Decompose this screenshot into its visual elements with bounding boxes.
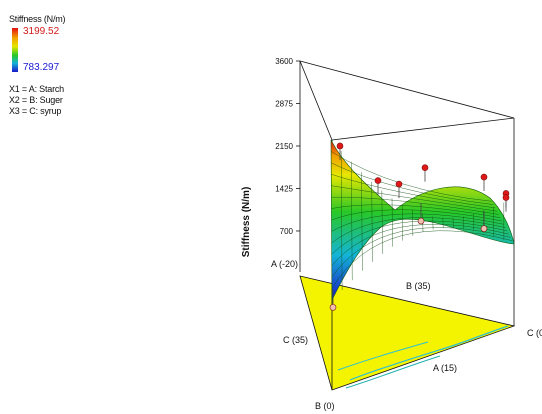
- vertex-label: A (-20): [271, 259, 298, 269]
- factor-label: X2 = B: Suger: [9, 95, 63, 105]
- surface-mesh-line: [412, 210, 414, 236]
- legend: Stiffness (N/m) 3199.52 783.297 X1 = A: …: [9, 14, 119, 117]
- design-point: [480, 173, 488, 181]
- vertex-label: B (0): [315, 401, 335, 411]
- surface-mesh-line: [361, 172, 363, 271]
- design-point: [395, 180, 403, 188]
- surface-mesh-line: [331, 174, 496, 209]
- design-points: [329, 142, 510, 311]
- color-scale-min: 783.297: [23, 62, 60, 73]
- design-point: [336, 142, 344, 150]
- surface-mesh-line: [330, 151, 492, 202]
- design-point: [502, 194, 510, 201]
- z-axis-title: Stiffness (N/m): [241, 187, 252, 258]
- surface-mesh-line: [331, 217, 506, 244]
- design-point: [417, 217, 425, 225]
- z-tick-label: 1425: [275, 184, 293, 193]
- surface-mesh-line: [331, 220, 508, 255]
- z-tick-label: 3600: [275, 57, 293, 66]
- color-ramp: [12, 28, 18, 72]
- legend-title: Stiffness (N/m): [9, 14, 66, 24]
- surface-mesh-line: [331, 227, 511, 278]
- z-axis: 3600 2875 2150 1425 700: [275, 57, 300, 236]
- vertex-label: B (35): [406, 281, 431, 291]
- factor-label: X1 = A: Starch: [9, 84, 64, 94]
- surface-mesh-line: [331, 224, 509, 266]
- design-point: [480, 225, 488, 232]
- surface-mesh-line: [331, 230, 513, 289]
- vertex-label: C (35): [283, 335, 308, 345]
- surface-mesh-line: [391, 198, 393, 247]
- surface-mesh-line: [381, 190, 383, 254]
- design-point: [329, 304, 337, 311]
- design-point: [421, 164, 429, 171]
- surface-mesh-line: [331, 213, 504, 232]
- vertex-labels: A (-20) B (35) C (35) C (0) A (15) B (0): [271, 259, 542, 411]
- surface-mesh-line: [401, 204, 404, 241]
- color-scale: 3199.52 783.297: [9, 26, 119, 74]
- color-scale-max: 3199.52: [23, 26, 60, 37]
- surface-mesh-line: [351, 161, 353, 281]
- design-point: [374, 177, 382, 184]
- surface-mesh-line: [340, 151, 343, 290]
- factor-label: X3 = C: syrup: [9, 106, 62, 116]
- z-tick-label: 2875: [275, 99, 293, 108]
- factor-list: X1 = A: Starch X2 = B: Suger X3 = C: syr…: [9, 84, 119, 117]
- box-frame: [299, 60, 515, 326]
- surface-mesh-line: [331, 196, 499, 215]
- vertex-label: A (15): [433, 363, 457, 373]
- surface-mesh-line: [331, 185, 497, 212]
- z-tick-label: 2150: [275, 142, 293, 151]
- vertex-label: C (0): [527, 328, 542, 338]
- surface-mesh-line: [371, 181, 373, 262]
- z-tick-label: 700: [280, 227, 294, 236]
- surface-mesh-line: [331, 162, 494, 205]
